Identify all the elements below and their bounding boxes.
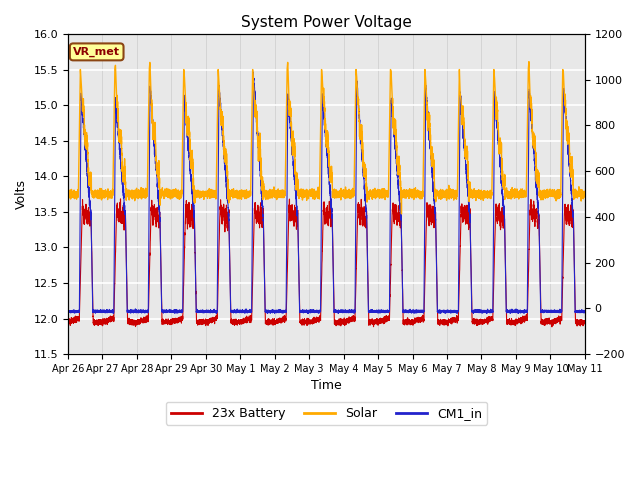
Legend: 23x Battery, Solar, CM1_in: 23x Battery, Solar, CM1_in — [166, 402, 487, 425]
23x Battery — [116, 196, 124, 202]
Solar — [545, 191, 553, 196]
Line: CM1_in: CM1_in — [68, 72, 620, 313]
Text: VR_met: VR_met — [73, 47, 120, 57]
23x Battery — [207, 317, 215, 323]
23x Battery — [234, 321, 241, 327]
CM1_in — [616, 309, 623, 314]
23x Battery — [545, 321, 552, 326]
CM1_in — [207, 310, 214, 315]
Solar — [397, 211, 405, 217]
CM1_in — [64, 311, 72, 316]
Solar — [478, 195, 486, 201]
Solar — [207, 191, 214, 196]
CM1_in — [478, 309, 486, 314]
X-axis label: Time: Time — [311, 379, 342, 392]
CM1_in — [545, 309, 553, 314]
Solar — [83, 142, 91, 147]
CM1_in — [83, 170, 91, 176]
Solar — [312, 193, 319, 199]
Solar — [234, 189, 241, 195]
23x Battery — [83, 216, 91, 222]
Line: Solar: Solar — [68, 61, 620, 214]
23x Battery — [312, 319, 319, 325]
23x Battery — [64, 321, 72, 326]
Solar — [616, 192, 623, 197]
CM1_in — [234, 308, 241, 313]
23x Battery — [478, 318, 486, 324]
Solar — [525, 59, 532, 64]
CM1_in — [483, 311, 491, 316]
CM1_in — [312, 310, 319, 315]
Title: System Power Voltage: System Power Voltage — [241, 15, 412, 30]
23x Battery — [548, 324, 556, 330]
Solar — [64, 192, 72, 198]
Y-axis label: Volts: Volts — [15, 179, 28, 209]
CM1_in — [250, 69, 257, 75]
23x Battery — [616, 321, 623, 326]
Line: 23x Battery: 23x Battery — [68, 199, 620, 327]
